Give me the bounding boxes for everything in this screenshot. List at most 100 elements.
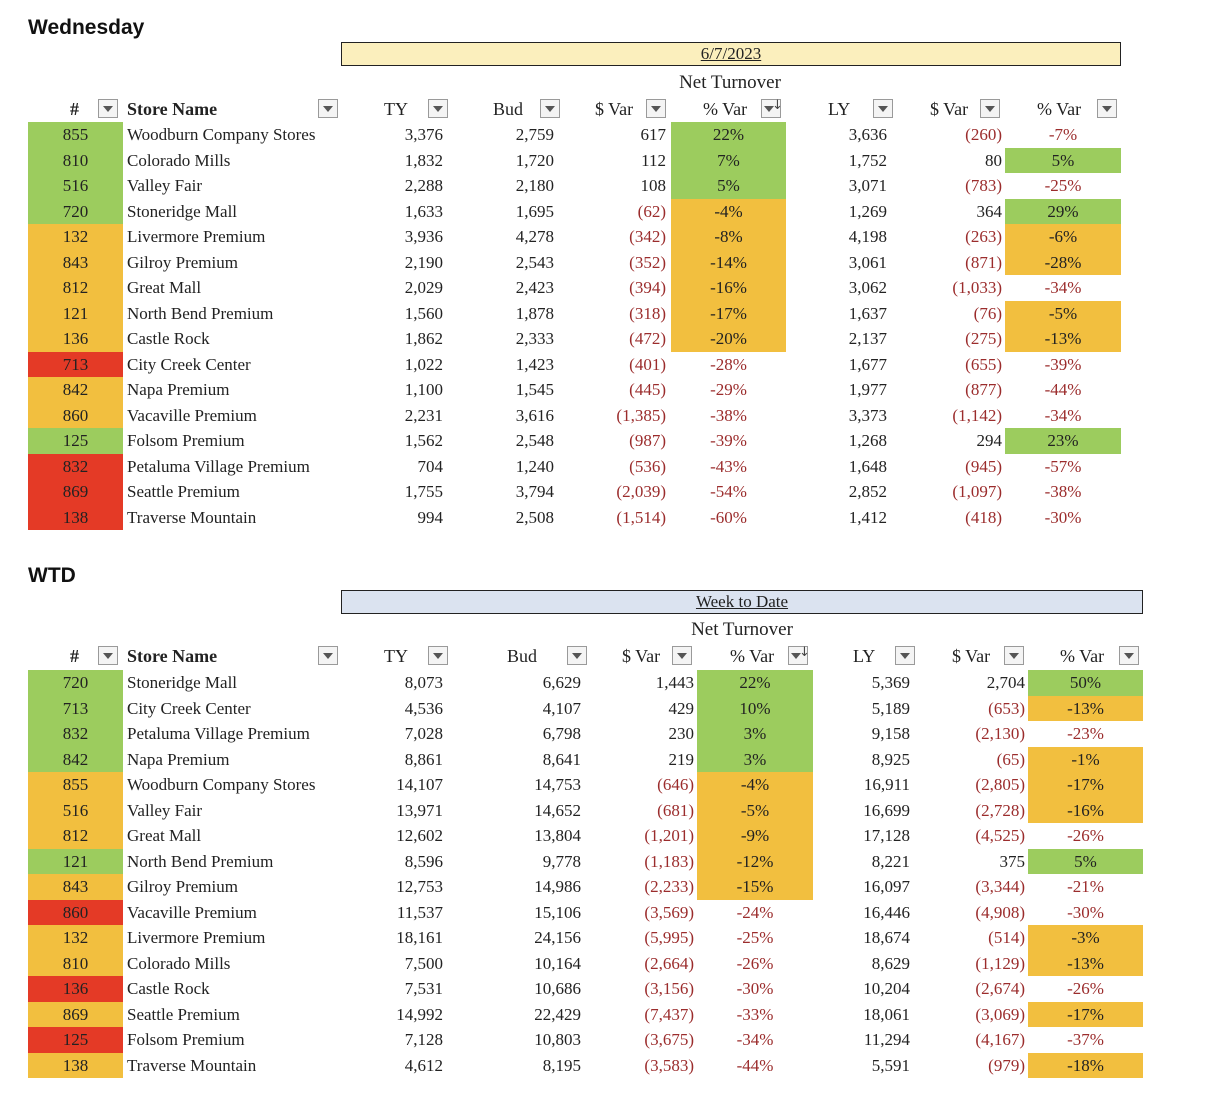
pct-var-vs-bud-cell: 5% [671,173,786,199]
bud-cell: 2,508 [515,507,554,527]
header-pct-var-bud: % Var [703,99,748,119]
ly-cell: 16,097 [863,877,910,896]
filter-dropdown-icon[interactable] [873,99,893,118]
var-vs-bud-cell: (472) [629,329,666,348]
metric-label: Net Turnover [691,619,793,640]
pct-var-vs-bud-cell: -29% [710,380,747,399]
bud-cell: 2,423 [515,278,554,297]
bud-cell: 2,180 [515,176,554,195]
store-number-cell: 832 [28,721,123,747]
store-number-cell: 138 [28,1052,123,1078]
filter-dropdown-icon[interactable] [98,646,118,665]
header-var-ly: $ Var [952,646,991,666]
filter-dropdown-icon[interactable] [428,99,448,118]
var-vs-bud-cell: 112 [641,150,666,170]
sort-filter-dropdown-icon[interactable] [761,98,783,118]
ly-cell: 8,221 [871,851,910,871]
pct-var-vs-bud-cell: -12% [697,848,813,874]
filter-dropdown-icon[interactable] [1119,646,1139,665]
var-vs-bud-cell: 108 [640,176,667,195]
var-vs-ly-cell: (2,805) [975,775,1025,794]
pct-var-vs-bud-cell: -34% [736,1030,774,1049]
pct-var-vs-ly-cell: 5% [1005,147,1121,173]
pct-var-vs-ly-cell: -57% [1044,456,1082,476]
ty-cell: 1,862 [404,329,443,348]
store-name-cell: Castle Rock [127,329,210,348]
var-vs-ly-cell: 2,704 [986,673,1025,692]
filter-dropdown-icon[interactable] [318,646,338,665]
bud-cell: 9,778 [542,851,581,871]
var-vs-bud-cell: (62) [637,201,666,221]
var-vs-bud-cell: (1,514) [616,507,666,527]
var-vs-bud-cell: 429 [668,698,695,718]
store-name-cell: Gilroy Premium [127,252,238,272]
var-vs-ly-cell: (3,344) [975,877,1025,896]
pct-var-vs-bud-cell: -4% [697,772,813,798]
store-name-cell: Folsom Premium [127,431,245,450]
ty-cell: 7,128 [404,1030,443,1049]
store-name-cell: Great Mall [127,278,202,297]
ly-cell: 3,071 [848,176,887,195]
filter-dropdown-icon[interactable] [428,646,448,665]
store-number-cell: 516 [28,797,123,823]
filter-dropdown-icon[interactable] [567,646,587,665]
var-vs-ly-cell: (260) [965,125,1002,144]
filter-dropdown-icon[interactable] [318,99,338,118]
filter-dropdown-icon[interactable] [980,99,1000,118]
var-vs-ly-cell: (945) [965,456,1002,476]
store-number-cell: 812 [28,275,123,301]
ly-cell: 9,158 [871,724,910,743]
section-title-wtd: WTD [28,564,76,587]
store-name-cell: Woodburn Company Stores [127,775,316,794]
pct-var-vs-bud-cell: -39% [710,431,747,450]
var-vs-bud-cell: (1,183) [644,851,694,871]
store-number-cell: 869 [28,1001,123,1027]
var-vs-ly-cell: (263) [965,227,1002,246]
pct-var-vs-ly-cell: -17% [1028,772,1143,798]
store-number-cell: 125 [28,428,123,454]
filter-dropdown-icon[interactable] [646,99,666,118]
store-name-cell: Livermore Premium [127,928,266,947]
bud-cell: 14,986 [534,877,581,896]
var-vs-ly-cell: (275) [965,329,1002,348]
filter-dropdown-icon[interactable] [540,99,560,118]
filter-dropdown-icon[interactable] [1097,99,1117,118]
ty-cell: 1,832 [404,150,443,170]
pct-var-vs-ly-cell: -44% [1044,380,1082,399]
pct-var-vs-ly-cell: -30% [1044,507,1082,527]
pct-var-vs-bud-cell: -25% [736,928,774,947]
var-vs-ly-cell: (2,674) [975,979,1025,998]
store-name-cell: Traverse Mountain [127,507,257,527]
ly-cell: 3,636 [848,125,887,144]
pct-var-vs-bud-cell: -30% [736,979,774,998]
header-var-bud: $ Var [595,99,634,119]
bud-cell: 2,759 [515,125,554,144]
store-name-cell: Woodburn Company Stores [127,125,316,144]
pct-var-vs-ly-cell: -34% [1044,278,1082,297]
var-vs-bud-cell: (681) [657,800,694,820]
store-number-cell: 121 [28,300,123,326]
ly-cell: 8,925 [871,749,910,769]
bud-cell: 1,878 [515,303,554,323]
var-vs-bud-cell: (5,995) [644,928,694,947]
ty-cell: 2,288 [404,176,443,195]
filter-dropdown-icon[interactable] [1004,646,1024,665]
bud-cell: 8,195 [542,1055,581,1075]
var-vs-bud-cell: (445) [629,380,666,399]
bud-cell: 6,629 [542,673,581,692]
pct-var-vs-ly-cell: -13% [1028,695,1143,721]
bud-cell: 3,616 [515,405,554,425]
store-number-cell: 713 [28,351,123,377]
ly-cell: 5,591 [871,1055,910,1075]
pct-var-vs-ly-cell: -26% [1067,826,1104,845]
filter-dropdown-icon[interactable] [895,646,915,665]
store-name-cell: Colorado Mills [127,150,231,170]
bud-cell: 1,720 [515,150,554,170]
pct-var-vs-bud-cell: -24% [736,902,774,922]
pct-var-vs-ly-cell: -30% [1067,902,1104,922]
filter-dropdown-icon[interactable] [672,646,692,665]
ly-cell: 4,198 [848,227,887,246]
bud-cell: 1,695 [515,201,554,221]
filter-dropdown-icon[interactable] [98,99,118,118]
sort-filter-dropdown-icon[interactable] [788,645,810,665]
